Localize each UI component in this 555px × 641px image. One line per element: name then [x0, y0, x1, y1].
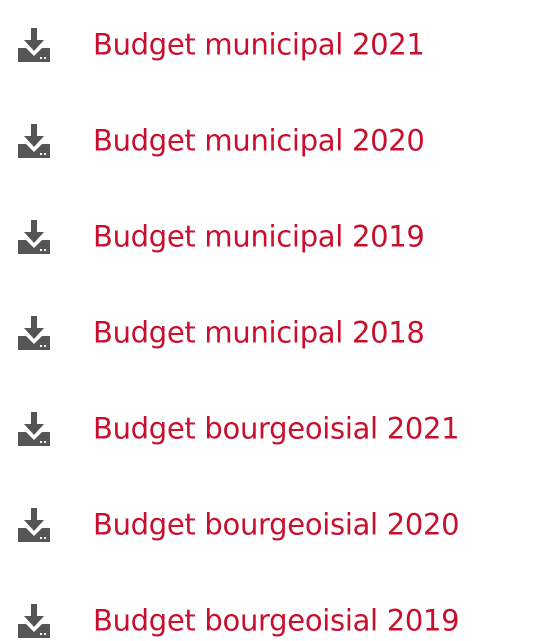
- download-icon: [18, 28, 50, 62]
- download-link[interactable]: Budget bourgeoisial 2019: [0, 601, 555, 641]
- link-label: Budget bourgeoisial 2020: [93, 507, 460, 542]
- download-link[interactable]: Budget municipal 2019: [0, 217, 555, 257]
- link-label: Budget municipal 2021: [93, 27, 425, 62]
- download-link[interactable]: Budget bourgeoisial 2020: [0, 505, 555, 545]
- link-label: Budget bourgeoisial 2021: [93, 411, 460, 446]
- download-link[interactable]: Budget municipal 2018: [0, 313, 555, 353]
- link-label: Budget municipal 2020: [93, 123, 425, 158]
- download-icon: [18, 220, 50, 254]
- download-link[interactable]: Budget municipal 2020: [0, 121, 555, 161]
- download-link[interactable]: Budget bourgeoisial 2021: [0, 409, 555, 449]
- link-label: Budget municipal 2019: [93, 219, 425, 254]
- download-link[interactable]: Budget municipal 2021: [0, 25, 555, 65]
- download-icon: [18, 508, 50, 542]
- download-icon: [18, 412, 50, 446]
- download-icon: [18, 604, 50, 638]
- download-icon: [18, 316, 50, 350]
- download-icon: [18, 124, 50, 158]
- link-label: Budget bourgeoisial 2019: [93, 603, 460, 638]
- link-label: Budget municipal 2018: [93, 315, 425, 350]
